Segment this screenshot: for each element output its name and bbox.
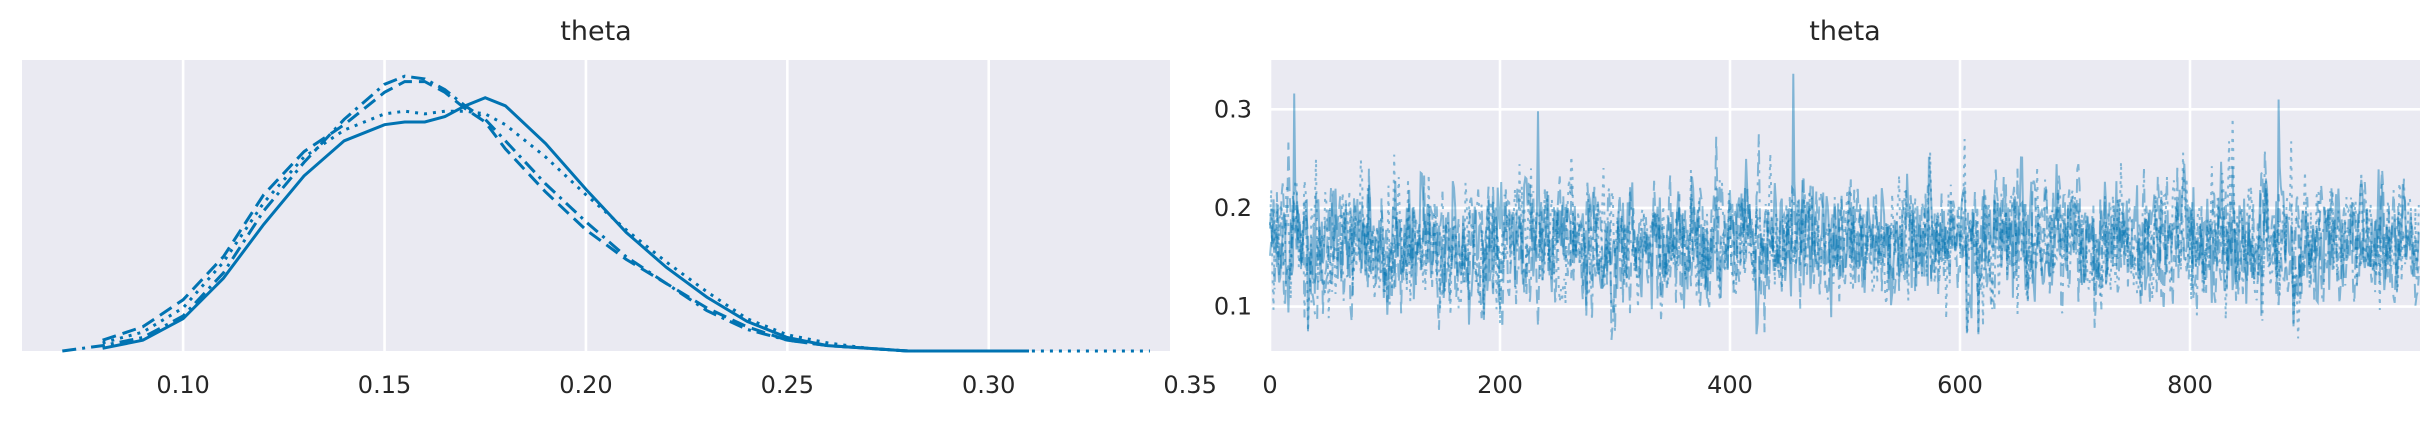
trace-x-tick-label: 400 — [1707, 371, 1753, 399]
trace-line-chain-0 — [1269, 73, 2420, 335]
trace-y-tick-labels: 0.1 0.2 0.3 — [1214, 95, 1252, 320]
kde-x-tick-labels: 0.10 0.15 0.20 0.25 0.30 0.35 — [156, 371, 1216, 399]
trace-line-chain-3 — [1269, 134, 2420, 340]
kde-x-tick-label: 0.30 — [962, 371, 1015, 399]
trace-x-tick-labels: 0 200 400 600 800 — [1262, 371, 2213, 399]
kde-x-tick-label: 0.25 — [761, 371, 814, 399]
kde-panel: 0.10 0.15 0.20 0.25 0.30 0.35 theta — [22, 16, 1217, 399]
kde-x-tick-label: 0.35 — [1163, 371, 1216, 399]
trace-y-tick-label: 0.2 — [1214, 194, 1252, 222]
trace-x-tick-label: 600 — [1937, 371, 1983, 399]
trace-gridlines — [1268, 60, 2420, 351]
trace-y-tick-label: 0.1 — [1214, 293, 1252, 321]
trace-x-tick-label: 0 — [1262, 371, 1277, 399]
kde-density-lines — [62, 74, 1150, 353]
kde-x-tick-label: 0.10 — [156, 371, 209, 399]
trace-panel: 0 200 400 600 800 0.1 0.2 0.3 theta — [1214, 16, 2420, 399]
kde-gridlines — [181, 60, 1192, 351]
kde-plot-area — [22, 60, 1170, 351]
trace-x-tick-label: 200 — [1477, 371, 1523, 399]
trace-line-chain-1 — [1269, 136, 2420, 333]
trace-x-tick-label: 800 — [2167, 371, 2213, 399]
kde-line-chain-3 — [62, 74, 1029, 353]
trace-y-tick-label: 0.3 — [1214, 95, 1252, 123]
trace-chain-lines — [1269, 73, 2420, 340]
kde-x-tick-label: 0.20 — [559, 371, 612, 399]
kde-x-tick-label: 0.15 — [358, 371, 411, 399]
kde-line-chain-2 — [102, 109, 1150, 353]
trace-title: theta — [1809, 16, 1880, 47]
kde-title: theta — [560, 16, 631, 47]
